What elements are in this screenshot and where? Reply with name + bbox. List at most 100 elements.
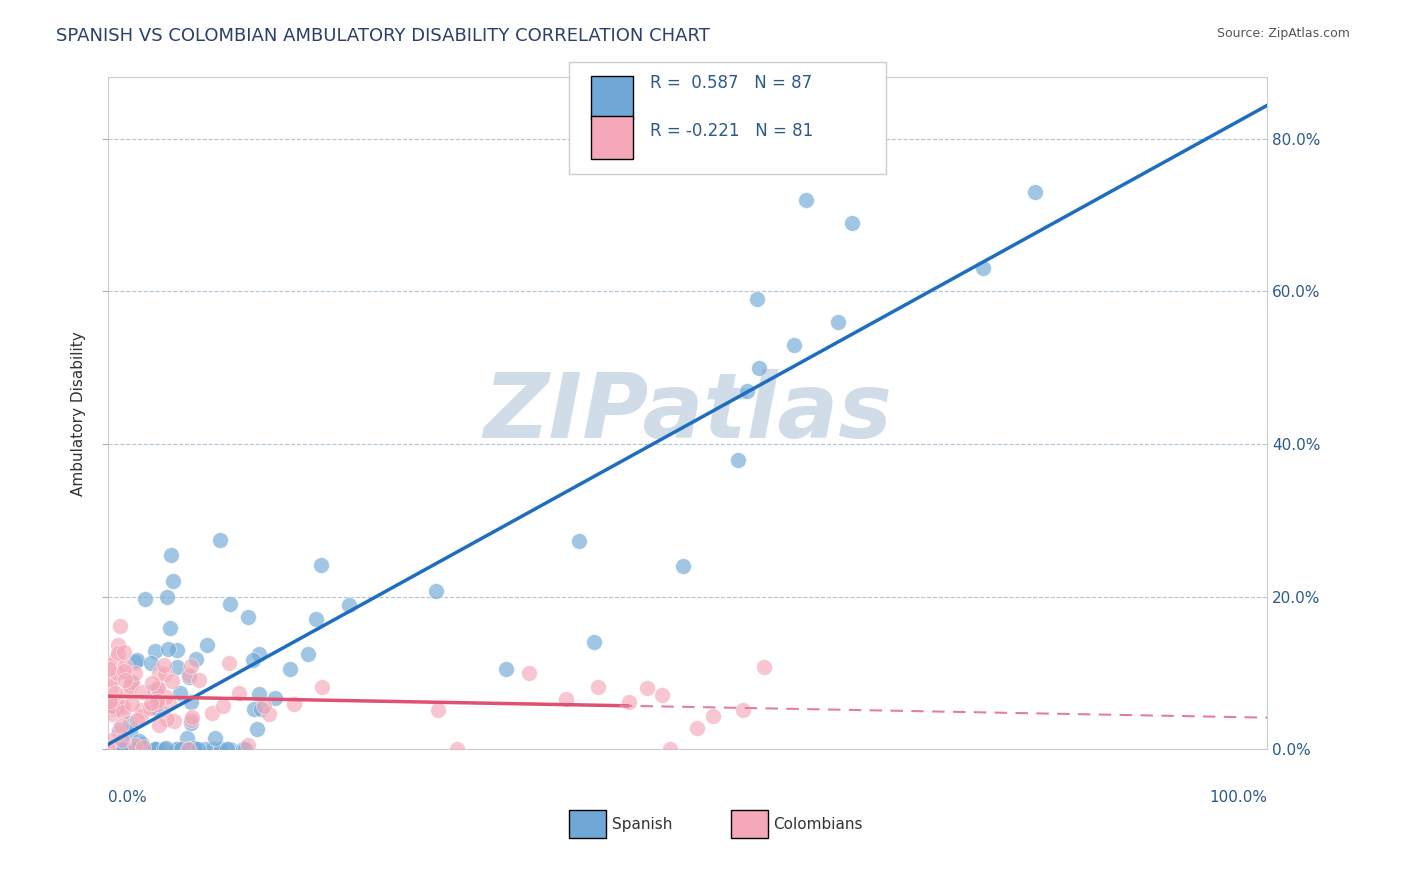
Point bbox=[586, 681, 609, 695]
Point bbox=[517, 665, 540, 680]
Point bbox=[169, 686, 191, 700]
Point bbox=[101, 706, 124, 721]
Point bbox=[148, 718, 170, 732]
Point bbox=[145, 697, 167, 711]
Point bbox=[246, 722, 269, 736]
Point bbox=[309, 558, 332, 573]
Point bbox=[139, 696, 162, 710]
Point bbox=[177, 742, 200, 756]
Point bbox=[242, 653, 264, 667]
Point bbox=[129, 742, 152, 756]
Point bbox=[263, 690, 285, 705]
Point bbox=[111, 742, 134, 756]
Point bbox=[187, 673, 209, 688]
Point bbox=[121, 698, 143, 712]
Point bbox=[155, 666, 177, 681]
Point bbox=[100, 732, 122, 747]
Point bbox=[727, 453, 749, 467]
Text: R = -0.221   N = 81: R = -0.221 N = 81 bbox=[650, 122, 813, 140]
Point bbox=[180, 695, 202, 709]
Point bbox=[110, 719, 132, 733]
Point bbox=[651, 688, 673, 702]
Text: 0.0%: 0.0% bbox=[108, 789, 146, 805]
Point bbox=[180, 709, 202, 723]
Point bbox=[111, 700, 134, 714]
Point bbox=[177, 669, 200, 683]
Point bbox=[157, 641, 180, 656]
Point bbox=[125, 742, 148, 756]
Point bbox=[139, 701, 162, 715]
Point bbox=[101, 699, 124, 714]
Point bbox=[427, 703, 450, 717]
Point bbox=[194, 742, 217, 756]
Y-axis label: Ambulatory Disability: Ambulatory Disability bbox=[72, 331, 86, 496]
Point bbox=[257, 707, 280, 722]
Point bbox=[114, 673, 136, 688]
Point bbox=[249, 701, 271, 715]
Point bbox=[219, 597, 242, 611]
Point bbox=[104, 701, 127, 715]
Point bbox=[131, 737, 153, 751]
Point bbox=[146, 693, 169, 707]
Text: R =  0.587   N = 87: R = 0.587 N = 87 bbox=[650, 74, 811, 92]
Point bbox=[101, 701, 124, 715]
Point bbox=[166, 742, 188, 756]
Point bbox=[114, 659, 136, 673]
Point bbox=[166, 643, 188, 657]
Point bbox=[110, 732, 132, 747]
Point bbox=[101, 673, 124, 688]
Point bbox=[183, 740, 205, 755]
Point bbox=[337, 599, 360, 613]
Point bbox=[105, 650, 128, 665]
Point bbox=[120, 725, 142, 739]
Point bbox=[617, 695, 640, 709]
Point bbox=[143, 700, 166, 714]
Point bbox=[131, 685, 153, 699]
Point bbox=[201, 706, 224, 720]
Point bbox=[297, 647, 319, 661]
Point bbox=[247, 687, 270, 701]
Point bbox=[180, 658, 202, 673]
Point bbox=[153, 742, 176, 756]
Point bbox=[124, 738, 146, 752]
Point bbox=[118, 715, 141, 730]
Point bbox=[495, 662, 517, 676]
Point bbox=[160, 548, 183, 562]
Point bbox=[111, 732, 134, 747]
Point bbox=[117, 683, 139, 698]
Point bbox=[733, 703, 755, 717]
Point bbox=[98, 694, 121, 708]
Text: Source: ZipAtlas.com: Source: ZipAtlas.com bbox=[1216, 27, 1350, 40]
Point bbox=[672, 559, 695, 574]
Point bbox=[202, 742, 225, 756]
Point bbox=[112, 665, 135, 679]
Point bbox=[139, 656, 162, 670]
Point bbox=[104, 686, 127, 700]
Text: SPANISH VS COLOMBIAN AMBULATORY DISABILITY CORRELATION CHART: SPANISH VS COLOMBIAN AMBULATORY DISABILI… bbox=[56, 27, 710, 45]
Point bbox=[98, 662, 121, 676]
Point bbox=[120, 679, 142, 693]
Point bbox=[143, 644, 166, 658]
Point bbox=[748, 360, 770, 375]
Point bbox=[311, 680, 333, 694]
Point bbox=[153, 658, 176, 673]
Point bbox=[112, 645, 135, 659]
Point bbox=[108, 618, 131, 632]
Point bbox=[658, 742, 681, 756]
Point bbox=[160, 673, 183, 688]
Point bbox=[159, 621, 181, 635]
Point bbox=[127, 714, 149, 728]
Point bbox=[283, 697, 305, 711]
Point bbox=[195, 638, 218, 652]
Point bbox=[166, 660, 188, 674]
Point bbox=[141, 675, 163, 690]
Point bbox=[204, 731, 226, 745]
Point bbox=[180, 713, 202, 727]
Point bbox=[218, 657, 240, 671]
Point bbox=[794, 193, 817, 207]
Point bbox=[129, 709, 152, 723]
Point bbox=[209, 742, 232, 756]
Point bbox=[97, 742, 120, 756]
Text: Colombians: Colombians bbox=[773, 817, 863, 831]
Point bbox=[148, 666, 170, 681]
